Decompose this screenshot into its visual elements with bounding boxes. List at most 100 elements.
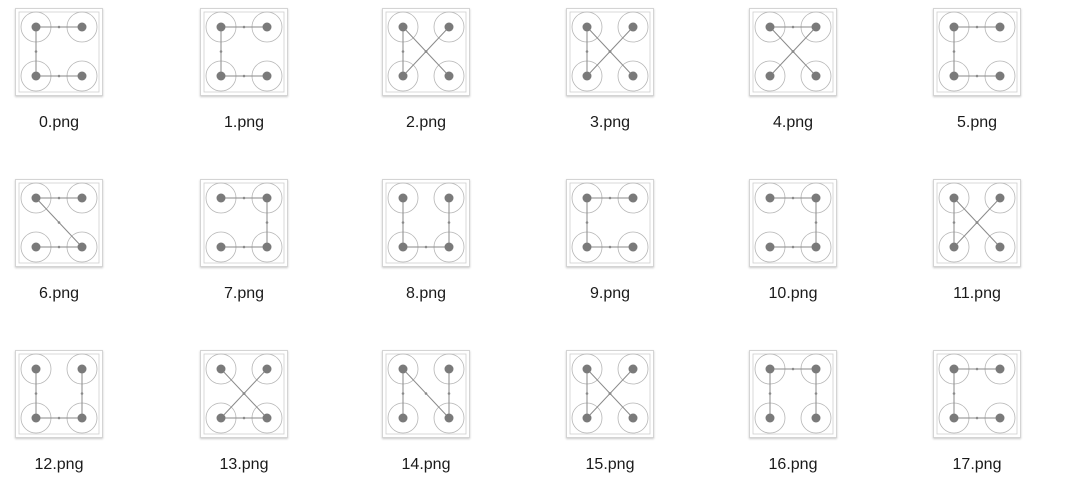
- file-thumbnail[interactable]: [566, 179, 654, 267]
- node-dot-top-left: [949, 193, 959, 203]
- file-item[interactable]: 8.png: [356, 179, 496, 329]
- file-name-label: 16.png: [768, 456, 818, 473]
- node-dot-top-right: [628, 193, 638, 203]
- file-item[interactable]: 12.png: [0, 350, 129, 500]
- file-thumbnail[interactable]: [15, 8, 103, 96]
- direction-marker: [424, 245, 428, 249]
- file-thumbnail[interactable]: [749, 179, 837, 267]
- node-ring-bottom-right: [617, 402, 649, 434]
- file-thumbnail[interactable]: [933, 8, 1021, 96]
- direction-marker: [57, 25, 61, 29]
- pattern-frame: [203, 11, 285, 93]
- node-ring-bottom-right: [433, 60, 465, 92]
- direction-marker: [791, 196, 795, 200]
- node-dot-bottom-right: [628, 413, 638, 423]
- node-dot-bottom-left: [216, 242, 226, 252]
- node-dot-bottom-right: [811, 413, 821, 423]
- direction-marker: [952, 50, 956, 53]
- file-thumbnail[interactable]: [566, 350, 654, 438]
- pattern-frame: [936, 353, 1018, 435]
- file-thumbnail[interactable]: [382, 179, 470, 267]
- node-dot-top-left: [216, 364, 226, 374]
- node-dot-top-left: [216, 193, 226, 203]
- node-dot-top-right: [628, 364, 638, 374]
- file-item[interactable]: 4.png: [723, 8, 863, 158]
- node-dot-top-left: [398, 193, 408, 203]
- pattern-frame: [18, 353, 100, 435]
- node-dot-top-left: [398, 22, 408, 32]
- file-item[interactable]: 7.png: [174, 179, 314, 329]
- direction-marker: [242, 392, 246, 395]
- direction-marker: [447, 392, 451, 395]
- file-item[interactable]: 5.png: [907, 8, 1047, 158]
- file-item[interactable]: 17.png: [907, 350, 1047, 500]
- file-item[interactable]: 6.png: [0, 179, 129, 329]
- node-dot-bottom-right: [811, 71, 821, 81]
- file-item[interactable]: 10.png: [723, 179, 863, 329]
- node-dot-bottom-right: [995, 71, 1005, 81]
- file-item[interactable]: 16.png: [723, 350, 863, 500]
- direction-marker: [34, 392, 38, 395]
- file-item[interactable]: 9.png: [540, 179, 680, 329]
- file-item[interactable]: 15.png: [540, 350, 680, 500]
- node-ring-top-right: [433, 11, 465, 43]
- file-thumbnail[interactable]: [933, 350, 1021, 438]
- direction-marker: [57, 245, 61, 249]
- node-dot-top-left: [31, 22, 41, 32]
- direction-marker: [608, 196, 612, 200]
- file-thumbnail[interactable]: [200, 179, 288, 267]
- file-item[interactable]: 0.png: [0, 8, 129, 158]
- node-dot-top-right: [262, 364, 272, 374]
- node-ring-bottom-right: [984, 231, 1016, 263]
- node-dot-bottom-left: [398, 413, 408, 423]
- direction-marker: [585, 221, 589, 224]
- node-ring-top-right: [984, 182, 1016, 214]
- file-thumbnail[interactable]: [749, 350, 837, 438]
- node-dot-top-left: [949, 364, 959, 374]
- file-thumbnail[interactable]: [200, 8, 288, 96]
- pattern-lock-icon: [385, 11, 467, 93]
- file-name-label: 17.png: [952, 456, 1002, 473]
- file-item[interactable]: 13.png: [174, 350, 314, 500]
- pattern-lock-icon: [936, 11, 1018, 93]
- file-name-label: 4.png: [772, 114, 814, 131]
- node-ring-top-right: [617, 11, 649, 43]
- node-dot-bottom-right: [444, 242, 454, 252]
- direction-marker: [424, 392, 428, 395]
- file-item[interactable]: 3.png: [540, 8, 680, 158]
- node-dot-bottom-right: [811, 242, 821, 252]
- file-name-label: 15.png: [585, 456, 635, 473]
- file-name-label: 5.png: [956, 114, 998, 131]
- node-dot-top-left: [582, 193, 592, 203]
- file-item[interactable]: 2.png: [356, 8, 496, 158]
- node-dot-top-right: [995, 193, 1005, 203]
- direction-marker: [975, 416, 979, 420]
- direction-marker: [791, 367, 795, 371]
- direction-marker: [952, 392, 956, 395]
- direction-marker: [447, 221, 451, 224]
- file-item[interactable]: 1.png: [174, 8, 314, 158]
- pattern-lock-icon: [18, 182, 100, 264]
- node-dot-bottom-left: [31, 413, 41, 423]
- direction-marker: [401, 221, 405, 224]
- file-thumbnail[interactable]: [933, 179, 1021, 267]
- pattern-lock-icon: [18, 353, 100, 435]
- node-dot-bottom-right: [77, 242, 87, 252]
- file-thumbnail[interactable]: [382, 8, 470, 96]
- node-dot-top-left: [765, 22, 775, 32]
- node-dot-top-left: [31, 193, 41, 203]
- direction-marker: [608, 392, 612, 395]
- file-thumbnail[interactable]: [382, 350, 470, 438]
- direction-marker: [975, 367, 979, 371]
- file-item[interactable]: 14.png: [356, 350, 496, 500]
- file-thumbnail[interactable]: [749, 8, 837, 96]
- file-thumbnail[interactable]: [200, 350, 288, 438]
- file-name-label: 9.png: [589, 285, 631, 302]
- file-thumbnail[interactable]: [566, 8, 654, 96]
- direction-marker: [585, 392, 589, 395]
- file-name-label: 14.png: [401, 456, 451, 473]
- file-item[interactable]: 11.png: [907, 179, 1047, 329]
- file-thumbnail[interactable]: [15, 350, 103, 438]
- pattern-frame: [569, 11, 651, 93]
- file-thumbnail[interactable]: [15, 179, 103, 267]
